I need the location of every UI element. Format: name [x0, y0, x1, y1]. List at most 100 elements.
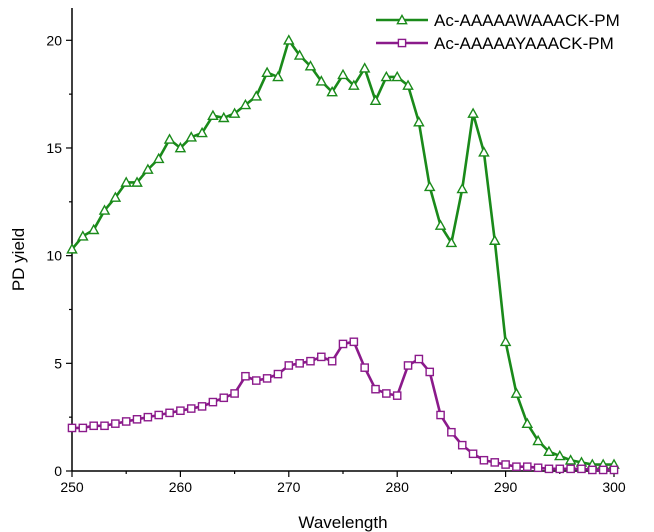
data-point [142, 163, 154, 174]
data-point [577, 464, 586, 474]
y-tick-label: 15 [46, 140, 62, 156]
data-point [196, 126, 208, 138]
data-point [261, 66, 273, 77]
data-point [510, 387, 523, 398]
data-point [564, 454, 577, 465]
data-point [100, 421, 109, 431]
data-point [488, 234, 501, 245]
data-point [66, 243, 78, 254]
data-point [588, 465, 597, 475]
data-point [478, 146, 490, 157]
data-point [434, 219, 447, 230]
data-point [609, 465, 619, 475]
data-point [283, 34, 295, 45]
data-point [120, 176, 132, 187]
data-point [143, 412, 153, 422]
data-point [501, 460, 510, 469]
data-point [132, 415, 142, 424]
data-point [391, 70, 403, 82]
data-point [566, 464, 575, 474]
data-point [284, 361, 294, 370]
data-point [598, 465, 608, 475]
data-point [521, 417, 534, 429]
data-point [250, 90, 263, 101]
x-tick-label: 300 [602, 479, 626, 495]
data-point [295, 359, 304, 368]
series-layer [66, 34, 620, 475]
data-point [490, 458, 500, 467]
data-point [392, 391, 402, 400]
data-point [402, 79, 414, 90]
data-point [349, 337, 359, 347]
data-point [152, 152, 165, 164]
x-tick-label: 290 [494, 479, 518, 495]
data-point [241, 371, 250, 381]
x-tick-label: 260 [169, 479, 193, 495]
data-point [219, 393, 229, 403]
data-point [468, 449, 478, 459]
data-point [176, 406, 185, 416]
data-point [371, 384, 380, 394]
data-point [413, 116, 425, 127]
data-point [262, 374, 272, 383]
data-point [522, 462, 532, 471]
data-point [89, 421, 98, 431]
series-line [71, 39, 614, 466]
y-tick-label: 5 [54, 355, 62, 371]
data-point [532, 434, 544, 446]
x-tick-label: 250 [60, 479, 84, 495]
data-point [499, 335, 512, 347]
data-point [186, 404, 196, 413]
data-point [315, 75, 328, 86]
data-point [111, 419, 120, 428]
x-axis-title: Wavelength [298, 513, 387, 532]
data-point [348, 79, 360, 90]
x-tick-label: 280 [386, 479, 410, 495]
data-point [326, 85, 338, 97]
data-point [369, 94, 382, 105]
data-point [447, 427, 456, 437]
data-point [77, 230, 89, 241]
data-point [544, 464, 554, 474]
data-point [109, 191, 122, 202]
data-point [360, 363, 369, 372]
data-point [423, 180, 436, 192]
data-point [380, 70, 393, 82]
data-point [272, 70, 284, 82]
data-point [197, 402, 207, 411]
legend-swatch-marker [397, 38, 407, 48]
data-point [163, 133, 176, 144]
data-point [228, 107, 241, 118]
data-point [154, 410, 164, 420]
data-point [327, 356, 337, 366]
data-point [337, 68, 349, 80]
data-point [457, 440, 467, 450]
data-point [121, 417, 131, 426]
y-axis-title: PD yield [9, 228, 28, 291]
data-point [131, 176, 143, 187]
y-tick-label: 20 [46, 32, 62, 48]
data-point [87, 223, 100, 235]
data-point [98, 204, 111, 215]
data-point [436, 410, 445, 420]
data-point [425, 367, 435, 377]
data-point [239, 98, 252, 110]
data-point [479, 455, 489, 465]
data-point [403, 361, 413, 370]
y-tick-label: 10 [46, 248, 62, 264]
data-point [554, 449, 566, 461]
data-point [304, 60, 317, 71]
data-point [293, 49, 306, 60]
legend-swatch-marker [396, 13, 408, 25]
legend-label: Ac-AAAAAWAAACK-PM [434, 11, 620, 30]
legend-label: Ac-AAAAAYAAACK-PM [434, 34, 614, 53]
series-2 [67, 337, 619, 475]
data-point [317, 352, 326, 362]
legend-layer: Ac-AAAAAWAAACK-PM Ac-AAAAAYAAACK-PM [376, 11, 620, 53]
data-point [230, 389, 239, 398]
data-point [174, 141, 187, 153]
data-point [217, 111, 230, 123]
x-tick-label: 270 [277, 479, 301, 495]
series-1 [66, 34, 620, 469]
data-point [207, 109, 219, 121]
